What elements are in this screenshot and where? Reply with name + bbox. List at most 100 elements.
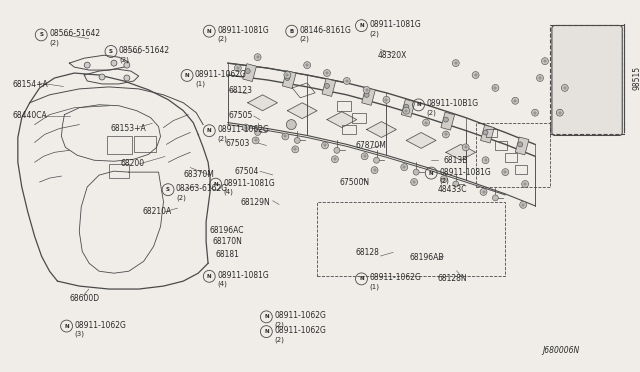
Bar (481, 125, 494, 143)
Bar (337, 101, 351, 111)
Text: (2): (2) (49, 39, 59, 46)
Text: (1): (1) (195, 80, 205, 87)
Text: S: S (166, 187, 170, 192)
Text: 68153+A: 68153+A (111, 124, 147, 134)
Text: 68170N: 68170N (212, 237, 243, 246)
Circle shape (124, 62, 130, 68)
Bar (322, 78, 336, 96)
Circle shape (245, 68, 250, 74)
Text: N: N (213, 182, 218, 187)
Circle shape (363, 86, 370, 93)
Circle shape (440, 176, 447, 183)
Circle shape (292, 146, 299, 153)
Text: N: N (359, 276, 364, 281)
FancyBboxPatch shape (552, 26, 622, 135)
Text: N: N (207, 128, 212, 133)
Circle shape (84, 62, 90, 68)
Text: 08911-1062G: 08911-1062G (275, 311, 326, 320)
Circle shape (255, 129, 260, 135)
Bar (134, 137, 156, 152)
Polygon shape (248, 95, 277, 111)
Text: 08911-1081G: 08911-1081G (223, 179, 275, 187)
Text: N: N (264, 329, 269, 334)
Circle shape (532, 109, 538, 116)
Circle shape (422, 119, 429, 126)
Bar (401, 99, 415, 117)
Text: (2): (2) (426, 110, 436, 116)
Circle shape (492, 84, 499, 92)
Circle shape (453, 181, 459, 187)
Text: 08911-1062G: 08911-1062G (217, 125, 269, 134)
Text: N: N (429, 171, 433, 176)
Text: 98515: 98515 (632, 66, 640, 90)
Text: 68128: 68128 (355, 248, 379, 257)
Circle shape (482, 157, 489, 164)
Text: 08911-1062G: 08911-1062G (275, 326, 326, 335)
Text: 08911-1081G: 08911-1081G (369, 20, 421, 29)
Text: S: S (39, 32, 44, 37)
Text: 08911-1062G: 08911-1062G (369, 273, 421, 282)
Text: 48433C: 48433C (438, 185, 467, 194)
Text: (2): (2) (300, 36, 310, 42)
Bar (486, 129, 497, 137)
Circle shape (361, 153, 368, 160)
Text: N: N (416, 102, 421, 108)
Circle shape (452, 60, 460, 67)
Text: 08911-1081G: 08911-1081G (439, 168, 491, 177)
Text: 08566-51642: 08566-51642 (49, 29, 100, 38)
Text: (2): (2) (369, 31, 380, 37)
Text: 08911-1081G: 08911-1081G (217, 26, 269, 35)
Circle shape (403, 107, 410, 114)
Circle shape (518, 142, 523, 147)
Circle shape (411, 179, 418, 186)
Circle shape (462, 144, 469, 151)
Bar (441, 112, 454, 130)
Text: 68123: 68123 (228, 86, 252, 94)
Text: S: S (109, 49, 113, 54)
Bar (495, 141, 508, 150)
Circle shape (321, 142, 328, 149)
Text: (2): (2) (439, 178, 449, 184)
Circle shape (480, 189, 487, 195)
Text: N: N (207, 274, 212, 279)
Circle shape (324, 83, 330, 89)
Text: 08911-1062G: 08911-1062G (195, 70, 247, 79)
Circle shape (332, 156, 339, 163)
Circle shape (522, 180, 529, 187)
Text: B: B (289, 29, 294, 34)
Circle shape (472, 71, 479, 78)
Circle shape (254, 54, 261, 61)
Circle shape (343, 77, 350, 84)
Circle shape (556, 109, 563, 116)
Text: 67500N: 67500N (339, 178, 369, 187)
Text: J680006N: J680006N (542, 346, 579, 355)
Polygon shape (327, 112, 356, 128)
Text: (4): (4) (217, 281, 227, 288)
Circle shape (234, 65, 241, 71)
Text: 68210A: 68210A (143, 207, 172, 216)
Circle shape (512, 97, 518, 104)
Bar (362, 87, 375, 105)
Circle shape (323, 70, 330, 77)
Circle shape (520, 201, 527, 208)
Circle shape (502, 169, 509, 176)
Text: N: N (264, 314, 269, 319)
Text: 68129N: 68129N (241, 198, 271, 207)
Text: 68154+A: 68154+A (13, 80, 49, 89)
Circle shape (285, 76, 290, 80)
Text: (3): (3) (74, 331, 84, 337)
Text: (2): (2) (275, 336, 284, 343)
Circle shape (557, 110, 563, 116)
Bar (506, 153, 517, 162)
Circle shape (561, 84, 568, 92)
Text: 08363-6162G: 08363-6162G (176, 184, 228, 193)
Text: 08911-1081G: 08911-1081G (217, 271, 269, 280)
Text: (2): (2) (217, 135, 227, 142)
Circle shape (413, 169, 419, 175)
Text: (2): (2) (119, 56, 129, 62)
Text: (1): (1) (369, 283, 380, 290)
Circle shape (536, 74, 543, 81)
Text: 67505: 67505 (228, 112, 253, 121)
Text: 68440CA: 68440CA (13, 112, 47, 121)
Circle shape (541, 58, 548, 65)
